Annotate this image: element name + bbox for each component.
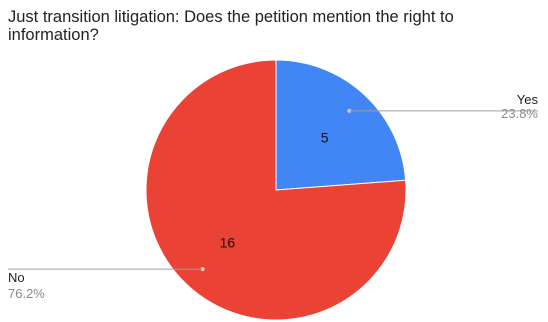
slice-value-label-yes: 5 (321, 130, 329, 146)
slice-name-label-yes: Yes (517, 92, 539, 107)
chart-title: Just transition litigation: Does the pet… (8, 8, 454, 44)
slice-name-label-no: No (8, 270, 25, 285)
pie-slice-yes (275, 59, 407, 191)
pie-slice-no (145, 59, 407, 321)
slice-percent-label-no: 76.2% (8, 286, 45, 301)
slice-percent-label-yes: 23.8% (501, 106, 538, 121)
pie-slices (145, 59, 407, 321)
leader-lines (8, 108, 538, 272)
slice-value-label-no: 16 (220, 234, 236, 250)
